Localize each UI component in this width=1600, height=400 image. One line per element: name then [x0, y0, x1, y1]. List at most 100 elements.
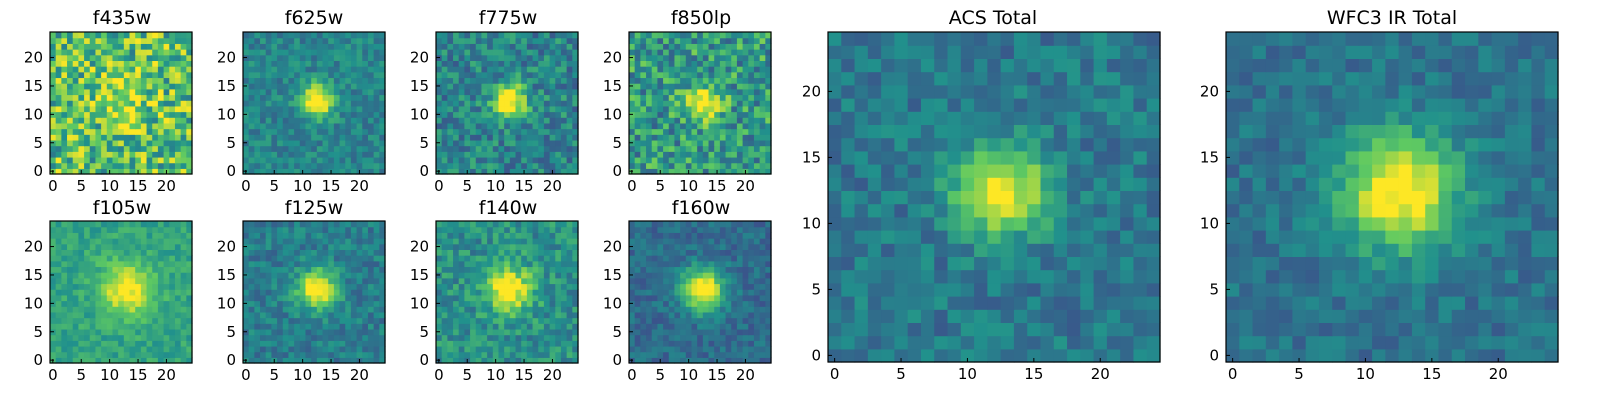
- heatmap-cell: [640, 100, 647, 107]
- heatmap-cell: [765, 94, 772, 101]
- heatmap-cell: [464, 83, 471, 90]
- heatmap-cell: [50, 289, 57, 296]
- heatmap-cell: [356, 323, 363, 330]
- heatmap-cell: [89, 122, 97, 130]
- heatmap-cell: [84, 334, 91, 341]
- heatmap-cell: [475, 317, 483, 324]
- heatmap-cell: [736, 105, 744, 113]
- heatmap-cell: [458, 94, 465, 101]
- heatmap-cell: [305, 49, 312, 56]
- heatmap-cell: [180, 94, 187, 101]
- heatmap-cell: [634, 300, 641, 307]
- heatmap-cell: [333, 37, 341, 44]
- heatmap-cell: [78, 249, 85, 256]
- heatmap-cell: [339, 37, 346, 44]
- heatmap-cell: [731, 122, 738, 130]
- heatmap-cell: [566, 340, 573, 347]
- heatmap-cell: [453, 334, 460, 341]
- heatmap-cell: [759, 151, 766, 158]
- heatmap-cell: [328, 77, 335, 84]
- heatmap-cell: [475, 311, 483, 319]
- heatmap-cell: [78, 272, 85, 279]
- heatmap-cell: [674, 54, 681, 61]
- heatmap-cell: [543, 306, 551, 313]
- heatmap-cell: [697, 294, 704, 302]
- heatmap-cell: [356, 88, 363, 96]
- heatmap-cell: [663, 117, 670, 124]
- heatmap-cell: [719, 128, 727, 135]
- heatmap-cell: [95, 266, 102, 273]
- heatmap-cell: [180, 139, 187, 147]
- heatmap-cell: [543, 294, 551, 302]
- heatmap-cell: [282, 168, 290, 175]
- heatmap-cell: [339, 255, 346, 262]
- heatmap-cell: [311, 328, 318, 336]
- heatmap-cell: [543, 334, 551, 341]
- heatmap-cell: [135, 128, 142, 135]
- heatmap-cell: [373, 260, 380, 268]
- heatmap-cell: [248, 168, 255, 175]
- heatmap-cell: [129, 294, 136, 302]
- heatmap-cell: [157, 134, 165, 141]
- heatmap-cell: [526, 88, 534, 96]
- heatmap-cell: [152, 232, 159, 239]
- heatmap-cell: [663, 283, 670, 290]
- heatmap-cell: [685, 151, 693, 158]
- x-tick-label: 10: [486, 366, 505, 384]
- heatmap-cell: [333, 294, 341, 302]
- heatmap-cell: [169, 83, 176, 90]
- heatmap-cell: [146, 255, 153, 262]
- heatmap-cell: [748, 32, 755, 39]
- heatmap-cell: [498, 334, 505, 341]
- heatmap-cell: [475, 340, 483, 347]
- heatmap-cell: [509, 221, 517, 228]
- heatmap-cell: [169, 162, 176, 169]
- heatmap-cell: [362, 151, 369, 158]
- heatmap-cell: [549, 255, 556, 262]
- heatmap-cell: [305, 351, 312, 358]
- heatmap-cell: [674, 105, 681, 113]
- heatmap-cell: [487, 289, 494, 296]
- heatmap-cell: [50, 66, 57, 73]
- heatmap-cell: [67, 311, 74, 319]
- heatmap-cell: [89, 100, 97, 107]
- heatmap-cell: [504, 294, 511, 302]
- heatmap-cell: [294, 94, 301, 101]
- heatmap-cell: [538, 151, 545, 158]
- heatmap-cell: [350, 300, 358, 307]
- heatmap-cell: [169, 77, 176, 84]
- heatmap-cell: [140, 117, 148, 124]
- heatmap-cell: [509, 145, 517, 152]
- heatmap-cell: [123, 266, 131, 273]
- heatmap-cell: [95, 139, 102, 147]
- heatmap-cell: [634, 54, 641, 61]
- heatmap-cell: [254, 71, 261, 79]
- heatmap-cell: [373, 289, 380, 296]
- heatmap-cell: [759, 37, 766, 44]
- heatmap-cell: [118, 334, 125, 341]
- heatmap-cell: [72, 162, 79, 169]
- heatmap-cell: [254, 100, 261, 107]
- heatmap-cell: [55, 111, 62, 118]
- heatmap-cell: [67, 255, 74, 262]
- heatmap-cell: [367, 128, 375, 135]
- heatmap-cell: [759, 94, 766, 101]
- heatmap-cell: [379, 345, 386, 353]
- heatmap-cell: [765, 43, 772, 50]
- heatmap-cell: [668, 134, 676, 141]
- heatmap-cell: [555, 243, 562, 250]
- heatmap-cell: [685, 351, 693, 358]
- heatmap-cell: [560, 117, 568, 124]
- heatmap-cell: [282, 60, 290, 67]
- heatmap-cell: [101, 289, 108, 296]
- heatmap-cell: [748, 37, 755, 44]
- heatmap-cell: [339, 340, 346, 347]
- heatmap-cell: [560, 60, 568, 67]
- heatmap-cell: [560, 77, 568, 84]
- heatmap-cell: [629, 294, 636, 302]
- heatmap-cell: [719, 311, 727, 319]
- heatmap-cell: [748, 139, 755, 147]
- heatmap-cell: [362, 311, 369, 319]
- heatmap-cell: [566, 66, 573, 73]
- heatmap-cell: [509, 357, 517, 364]
